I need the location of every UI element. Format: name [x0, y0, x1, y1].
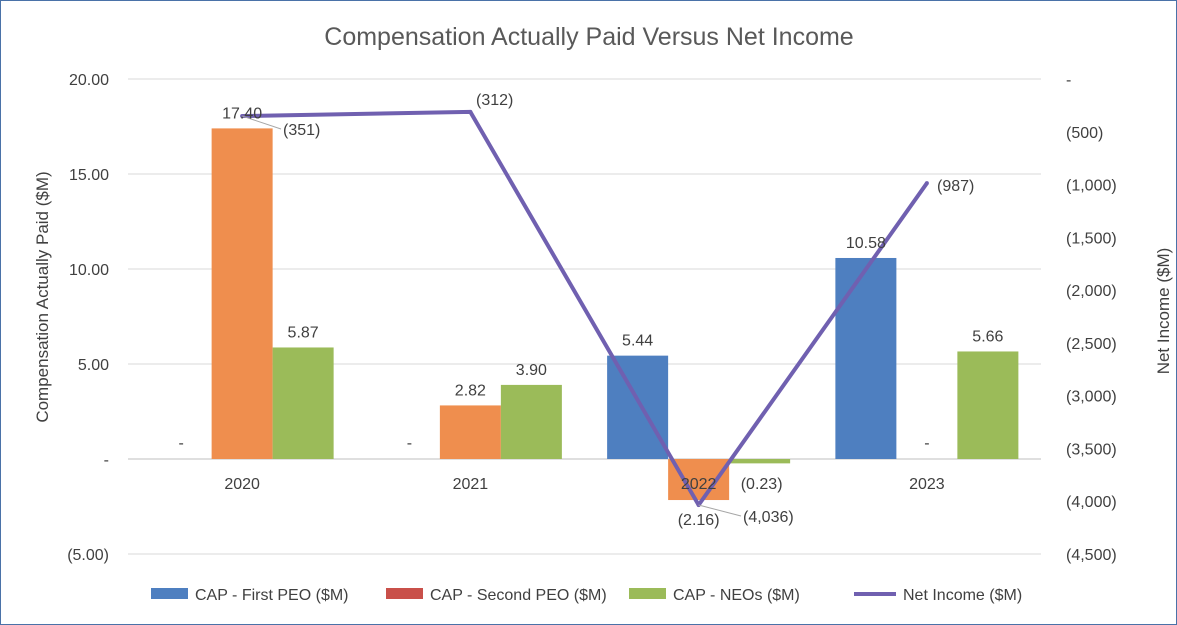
x-tick-label: 2023	[909, 476, 945, 493]
data-label: 10.58	[846, 235, 886, 252]
bar-cap-first-peo-m-2022	[607, 355, 669, 459]
y2-tick-label: (2,000)	[1066, 283, 1117, 300]
y2-tick-label: (1,000)	[1066, 178, 1117, 195]
y2-tick-label: (4,500)	[1066, 547, 1117, 564]
net-income-line	[240, 109, 929, 517]
line-data-label: (4,036)	[743, 509, 794, 526]
legend-swatch	[629, 588, 666, 599]
legend-label: Net Income ($M)	[903, 587, 1022, 604]
bar-cap-first-peo-m-2023	[835, 257, 897, 459]
y2-tick-label: (1,500)	[1066, 230, 1117, 247]
bar-cap-neos-m-2020	[272, 347, 334, 459]
data-label: (0.23)	[741, 476, 783, 493]
data-label: 3.90	[516, 362, 547, 379]
data-label: 17.40	[222, 105, 262, 122]
bar-cap-neos-m-2023	[957, 351, 1019, 459]
y2-axis-title: Net Income ($M)	[1154, 248, 1173, 375]
bar-cap-second-peo-m-2020	[211, 128, 273, 459]
data-labels: - - 5.44 10.58 17.40 2.82 (2.16) - 5.87 3.90 (0.23…	[178, 92, 1003, 529]
bar-cap-neos-m-2022	[729, 459, 791, 464]
data-label: 2.82	[455, 382, 486, 399]
y2-tick-label: (4,000)	[1066, 494, 1117, 511]
data-label: 5.87	[288, 324, 319, 341]
y-tick-label: 20.00	[69, 72, 109, 89]
net-income-point-2021	[468, 109, 473, 114]
y2-tick-label: (3,000)	[1066, 389, 1117, 406]
leader-line	[698, 504, 742, 517]
bar-cap-neos-m-2021	[500, 384, 562, 459]
net-income-polyline	[242, 109, 929, 508]
data-label: -	[178, 435, 183, 452]
line-data-label: (987)	[937, 178, 974, 195]
legend-swatch	[151, 588, 188, 599]
legend: CAP - First PEO ($M) CAP - Second PEO ($M…	[151, 587, 1022, 604]
data-label: 5.44	[622, 333, 653, 350]
y2-tick-label: -	[1066, 72, 1071, 89]
chart-title: Compensation Actually Paid Versus Net In…	[324, 23, 853, 51]
line-data-label: (312)	[476, 92, 513, 109]
data-label: 5.66	[972, 328, 1003, 345]
y2-tick-label: (2,500)	[1066, 336, 1117, 353]
y2-tick-label: (500)	[1066, 125, 1103, 142]
y-axis-title: Compensation Actually Paid ($M)	[33, 171, 52, 422]
legend-label: CAP - Second PEO ($M)	[430, 587, 607, 604]
data-label: -	[407, 435, 412, 452]
legend-swatch	[386, 588, 423, 599]
bars	[211, 128, 1019, 501]
data-label: -	[924, 435, 929, 452]
y-tick-label: 10.00	[69, 262, 109, 279]
legend-label: CAP - First PEO ($M)	[195, 587, 349, 604]
y-tick-label: 15.00	[69, 167, 109, 184]
leader-line	[241, 115, 282, 130]
x-tick-label: 2022	[681, 476, 717, 493]
legend-label: CAP - NEOs ($M)	[673, 587, 800, 604]
line-data-label: (351)	[283, 122, 320, 139]
x-tick-label: 2021	[453, 476, 489, 493]
axes: (5.00) - 5.00 10.00 15.00 20.00 - (500) (1,000) (…	[67, 72, 1117, 564]
bar-cap-second-peo-m-2021	[439, 405, 501, 459]
y-tick-label: (5.00)	[67, 547, 109, 564]
y-tick-label: 5.00	[78, 357, 109, 374]
y-tick-label: -	[104, 452, 109, 469]
y2-tick-label: (3,500)	[1066, 441, 1117, 458]
data-label: (2.16)	[678, 512, 720, 529]
net-income-point-2023	[924, 181, 929, 186]
x-tick-label: 2020	[224, 476, 260, 493]
